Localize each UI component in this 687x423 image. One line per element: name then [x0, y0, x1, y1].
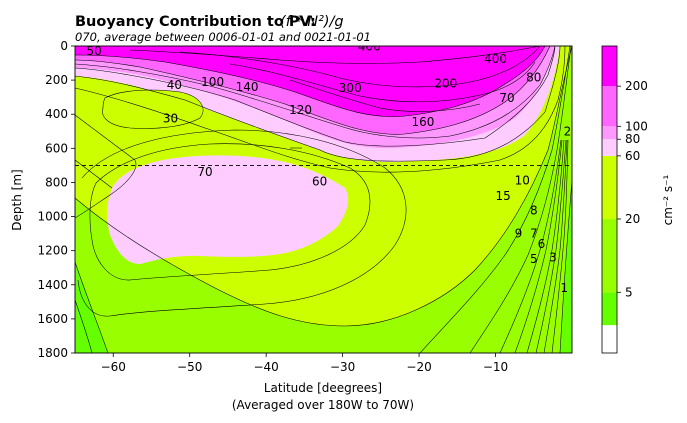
- contour-label: 50: [86, 44, 101, 58]
- chart-title: Buoyancy Contribution to PV:: [75, 14, 316, 30]
- band-60-80-blob: [107, 155, 349, 264]
- chart-subtitle: 070, average between 0006-01-01 and 0021…: [75, 30, 371, 44]
- colorbar-segment: [602, 325, 617, 353]
- y-tick-label: 600: [45, 141, 68, 155]
- y-tick-label: 1400: [37, 278, 68, 292]
- colorbar-segment: [602, 292, 617, 326]
- contour-label: 30: [163, 111, 178, 125]
- y-tick-label: 800: [45, 175, 68, 189]
- contour-label: 3: [549, 250, 557, 264]
- contour-lines: [75, 46, 572, 353]
- y-tick-label: 200: [45, 73, 68, 87]
- x-tick-label: −30: [330, 360, 355, 374]
- colorbar-segment: [602, 46, 617, 87]
- chart-title-math: (f * N²)/g: [280, 14, 344, 30]
- colorbar-tick-label: 80: [625, 132, 640, 146]
- y-axis-ticks: 0 200 400 600 800 1000 1200 1400 1600 1800: [37, 39, 75, 360]
- y-axis-label: Depth [m]: [10, 169, 24, 230]
- y-tick-label: 1600: [37, 312, 68, 326]
- contour-label: 200: [434, 77, 457, 91]
- contour-label: 70: [499, 91, 514, 105]
- x-axis-label: Latitude [deegrees]: [264, 381, 382, 395]
- x-tick-label: −20: [406, 360, 431, 374]
- contour-label: 6: [538, 237, 546, 251]
- band-2-5-right: [560, 180, 572, 353]
- contour-label: 80: [526, 71, 541, 85]
- contour-label: 400: [484, 52, 507, 66]
- contour-label: 15: [496, 189, 511, 203]
- y-tick-label: 1000: [37, 210, 68, 224]
- colorbar-label: cm⁻² s⁻¹: [661, 174, 675, 225]
- contour-label: 5: [530, 252, 538, 266]
- y-tick-label: 0: [60, 39, 68, 53]
- plot-frame: [74, 45, 573, 354]
- contour-label: 70: [197, 165, 212, 179]
- contour-label: 40: [167, 78, 182, 92]
- y-tick-label: 1800: [37, 346, 68, 360]
- colorbar-segment: [602, 219, 617, 293]
- contour-label: 160: [411, 115, 434, 129]
- contour-label: 140: [236, 80, 259, 94]
- colorbar-tick-label: 60: [625, 149, 640, 163]
- x-tick-label: −50: [177, 360, 202, 374]
- colorbar-tick-label: 200: [625, 79, 648, 93]
- contour-label: 1: [561, 281, 569, 295]
- band-200-top: [75, 46, 545, 117]
- colorbar-tick-label: 100: [625, 119, 648, 133]
- contour-label: 9: [515, 227, 523, 241]
- band-30-40-pocket: [102, 89, 204, 129]
- contour-label: 400: [358, 39, 381, 53]
- colorbar-frame: [601, 45, 618, 354]
- colorbar: [602, 46, 617, 353]
- contour-label: 2: [564, 124, 572, 138]
- contour-label: 10: [515, 174, 530, 188]
- colorbar-segment: [602, 155, 617, 220]
- colorbar-tick-label: 5: [625, 285, 633, 299]
- y-tick-label: 400: [45, 107, 68, 121]
- plot-area: 400 50 400 40 100 140 300 200 80 70 30 120 160 2 70 60 1…: [75, 39, 572, 353]
- band-5-20: [75, 46, 572, 353]
- colorbar-segment: [602, 126, 617, 140]
- x-tick-label: −60: [101, 360, 126, 374]
- contour-label: 7: [530, 227, 538, 241]
- x-axis-ticks: −60 −50 −40 −30 −20 −10: [101, 353, 508, 374]
- colorbar-segment: [602, 139, 617, 156]
- contour-label: 8: [530, 204, 538, 218]
- contour-label: 100: [201, 75, 224, 89]
- contour-label: 120: [289, 103, 312, 117]
- colorbar-tick-label: 20: [625, 212, 640, 226]
- contour-label: 60: [312, 175, 327, 189]
- contour-labels: 400 50 400 40 100 140 300 200 80 70 30 120 160 2 70 60 1…: [86, 39, 572, 295]
- x-tick-label: −40: [253, 360, 278, 374]
- y-tick-label: 1200: [37, 244, 68, 258]
- colorbar-segment: [602, 86, 617, 127]
- x-axis-label-note: (Averaged over 180W to 70W): [232, 398, 414, 412]
- x-tick-label: −10: [483, 360, 508, 374]
- contour-label: 300: [339, 81, 362, 95]
